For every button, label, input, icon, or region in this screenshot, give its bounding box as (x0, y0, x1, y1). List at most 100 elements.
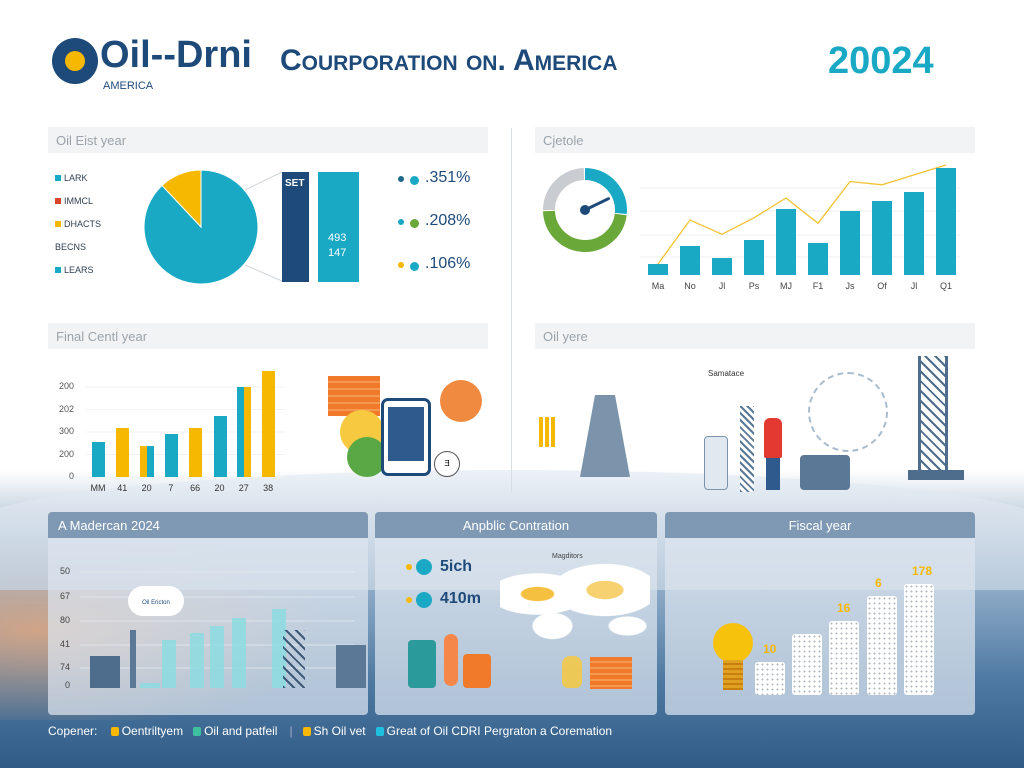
stat-dot (410, 262, 419, 271)
bar (744, 239, 764, 275)
bar (840, 210, 860, 275)
card-header: A Madercan 2024 (48, 512, 368, 538)
legend-label: IMMCL (64, 196, 93, 206)
bar (162, 640, 176, 688)
y-tick-label: 74 (59, 662, 70, 672)
stack-label: SET (285, 178, 305, 189)
legend-item: BECNS (55, 242, 86, 252)
legend-item: LARK (55, 173, 88, 183)
stat-dot (416, 592, 432, 608)
legend-label: LARK (64, 173, 88, 183)
gauge-segment (584, 168, 627, 215)
battery-icon (539, 417, 557, 447)
stat-dot (416, 559, 432, 575)
bar (936, 168, 956, 275)
column-label: 10 (763, 642, 777, 656)
y-tick-label: 41 (59, 639, 70, 649)
y-tick-label: 200 (58, 448, 74, 459)
green-disc-icon (347, 437, 387, 477)
x-tick-label: 20 (141, 483, 152, 493)
stat-value: .106% (425, 255, 471, 272)
tractor-icon (800, 455, 850, 490)
column (867, 596, 897, 695)
phone-icon (381, 398, 431, 476)
stat-value: 5ich (440, 558, 473, 575)
flask-icon (562, 656, 582, 688)
map-label: Magditors (552, 553, 583, 560)
legend-swatch (55, 198, 61, 204)
x-tick-label: Q1 (939, 281, 952, 291)
legend-swatch (55, 175, 61, 181)
y-tick-label: 67 (59, 591, 70, 601)
footer-legend-item: Great of Oil CDRI Pergraton a Coremation (386, 724, 613, 738)
bar (140, 683, 160, 688)
bag-icon (463, 654, 491, 688)
footer-legend-item: Oil and patfeil (204, 724, 278, 738)
bar (808, 242, 828, 275)
stat-dot (398, 219, 404, 225)
y-tick-label: 300 (58, 426, 74, 436)
stat-value: .351% (425, 169, 471, 186)
panel-header: Oil Eist year (48, 127, 488, 153)
logo-text: Oil--Drni (100, 34, 252, 76)
stat-dot (398, 262, 404, 268)
column (829, 621, 859, 695)
x-tick-label: 66 (190, 483, 201, 493)
brick-icon (590, 657, 632, 689)
card-header: Fiscal year (665, 512, 975, 538)
bar (190, 632, 204, 688)
gauge-segment (543, 168, 585, 211)
stack-value: 493 (328, 232, 347, 244)
brick-icon (328, 376, 380, 416)
y-tick-label: 200 (58, 381, 74, 391)
footer-legend: Copener: Oentriltyem Oil and patfeil | Sh O… (48, 724, 612, 738)
legend-label: LEARS (64, 265, 94, 275)
bar (164, 434, 178, 477)
worker-icon (764, 418, 782, 458)
x-tick-label: 20 (214, 483, 225, 493)
derrick-base (908, 470, 964, 480)
stat-value: 410m (440, 590, 481, 607)
lightbulb-icon (713, 623, 753, 663)
worker-legs (766, 458, 780, 490)
page-title: Courporation on. America (280, 44, 618, 77)
connector-line (244, 264, 283, 282)
bar (648, 264, 668, 275)
stat-dot (410, 176, 419, 185)
bottle-icon (444, 634, 458, 686)
column-label: 178 (912, 564, 933, 578)
x-tick-label: MJ (780, 281, 792, 291)
legend-item: DHACTS (55, 219, 101, 229)
stat-dot (406, 564, 412, 570)
x-tick-label: Js (845, 281, 855, 291)
x-tick-label: Jl (718, 281, 726, 291)
bar (872, 201, 892, 275)
bottle-icon (408, 640, 436, 688)
bar (776, 208, 796, 275)
legend-swatch (110, 727, 119, 736)
legend-swatch (193, 727, 202, 736)
legend-swatch (55, 267, 61, 273)
wheel-icon (808, 372, 888, 452)
footer-legend-item: Sh Oil vet (313, 724, 366, 738)
bar (139, 445, 147, 477)
footer-label: Copener: (48, 724, 98, 738)
bar (680, 246, 700, 275)
sign-label: Samatace (708, 369, 745, 378)
cloud-badge: Oil Ericton (128, 586, 184, 616)
x-tick-label: 27 (238, 483, 249, 493)
pie-slice (161, 169, 202, 229)
bar (262, 371, 276, 477)
bar (904, 191, 924, 275)
logo (52, 38, 98, 84)
stack-bar-dark (282, 172, 309, 282)
gauge-segment (543, 210, 627, 252)
building-icon (336, 645, 366, 688)
x-tick-label: Of (877, 281, 887, 291)
column (904, 584, 934, 695)
crane-icon (130, 630, 136, 688)
stat-dot (410, 219, 419, 228)
bar (712, 257, 732, 275)
legend-label: DHACTS (64, 219, 102, 229)
derrick-icon (283, 630, 305, 688)
